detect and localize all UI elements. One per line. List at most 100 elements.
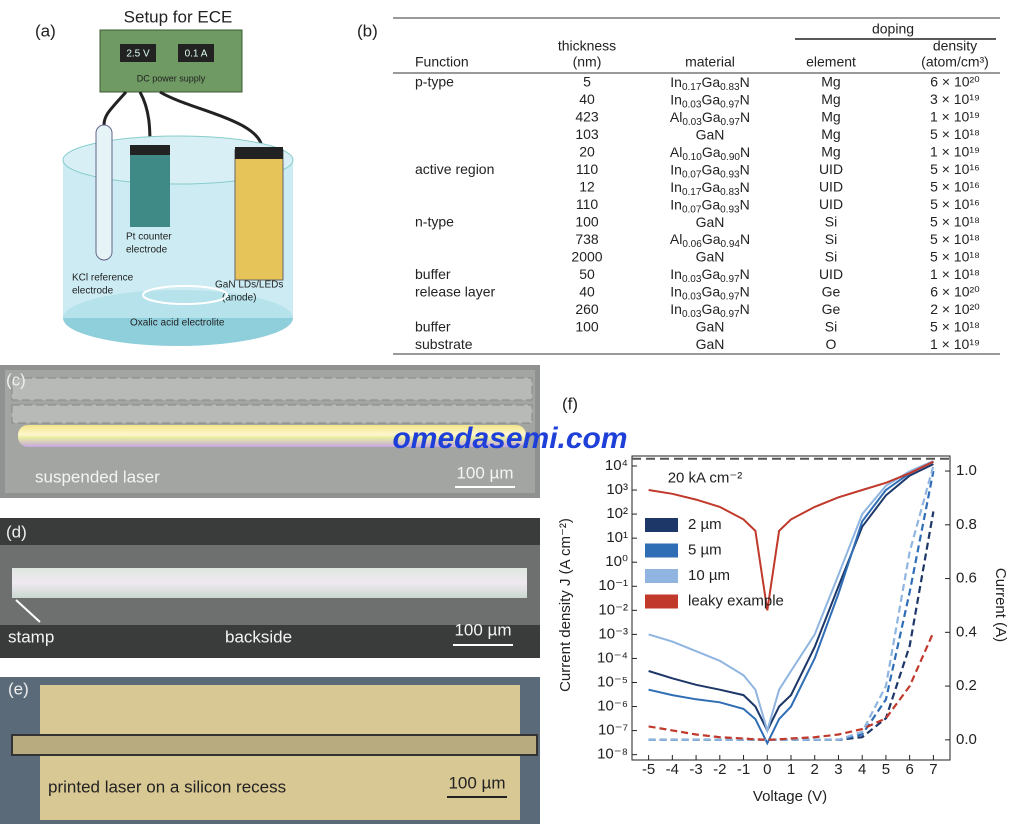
counter-line: Pt counter [126, 232, 172, 243]
material: In0.03Ga0.97N [670, 301, 749, 320]
panel-label: (b) [357, 21, 378, 40]
panel-c: (c) suspended laser 100 µm [0, 365, 540, 498]
panel-a: (a) Setup for ECE 2.5 V 0.1 A DC power s… [35, 7, 294, 346]
material: In0.07Ga0.93N [670, 196, 749, 215]
material: GaN [696, 213, 725, 229]
material: In0.03Ga0.97N [670, 283, 749, 302]
plot-frame [631, 455, 951, 761]
legend-label: leaky example [688, 592, 784, 609]
density-line [648, 463, 934, 733]
x-axis-label: Voltage (V) [753, 788, 827, 805]
arrow [15, 599, 41, 623]
y-tick-label: 10⁻³ [598, 625, 628, 642]
voltage: 2.5 V [126, 49, 150, 60]
cell: 12 [579, 179, 595, 195]
material: In0.17Ga0.83N [670, 179, 749, 198]
display [178, 44, 214, 62]
material: GaN [696, 248, 725, 264]
panel-f: (f) Voltage (V) Current density J (A cm⁻… [557, 394, 1009, 804]
anode-line: GaN LDs/LEDs [215, 280, 283, 291]
cell: 6 × 10²⁰ [930, 283, 980, 299]
cell: 100 [575, 318, 599, 334]
caption: printed laser on a silicon recess [48, 777, 286, 796]
y-tick-label: 10⁻² [598, 601, 628, 618]
material: GaN [696, 126, 725, 142]
cell: UID [819, 161, 843, 177]
cell: 110 [576, 161, 599, 177]
legend-label: 10 µm [688, 567, 730, 584]
laser [12, 568, 527, 598]
density-line [648, 460, 934, 611]
material: In0.03Ga0.97N [670, 91, 749, 110]
x-tick-label: 3 [834, 761, 842, 778]
cell: 40 [579, 91, 595, 107]
current-line [648, 631, 935, 741]
laser [11, 734, 538, 756]
x-tick-label: 1 [787, 761, 795, 778]
y-tick-label: 10⁰ [605, 553, 628, 570]
y-axis-label: Current density J (A cm⁻²) [557, 518, 574, 692]
cell: active region [415, 161, 494, 177]
legend-swatch [645, 543, 678, 558]
column-header: Function [415, 54, 469, 70]
column-header: (atom/cm³) [921, 54, 989, 70]
cell: 260 [575, 301, 599, 317]
cell: 6 × 10²⁰ [930, 74, 980, 90]
panel-label: (c) [6, 370, 26, 389]
cell: n-type [415, 213, 454, 229]
y2-tick-label: 0.4 [956, 623, 977, 640]
material: GaN [696, 318, 725, 334]
cell: Ge [822, 283, 841, 299]
cell: Si [825, 213, 837, 229]
cell: 738 [575, 231, 599, 247]
cell: 100 [575, 213, 599, 229]
panel-d: (d) stamp backside 100 µm [0, 518, 540, 658]
cell: buffer [415, 266, 451, 282]
material: In0.17Ga0.83N [670, 74, 749, 93]
cell: 20 [579, 144, 595, 160]
legend-label: 5 µm [688, 541, 722, 558]
scale-label: 100 µm [448, 773, 505, 792]
cell: buffer [415, 318, 451, 334]
x-tick-label: 6 [905, 761, 913, 778]
cell: 423 [575, 109, 599, 125]
material: In0.03Ga0.97N [670, 266, 749, 285]
density-line [648, 460, 934, 735]
scale-label: 100 µm [456, 463, 513, 482]
cell: 3 × 10¹⁹ [930, 91, 980, 107]
current-line [648, 465, 935, 741]
column-header: element [806, 54, 856, 70]
reference-line: electrode [72, 286, 114, 297]
group-header: doping [872, 21, 914, 37]
cell: 5 × 10¹⁸ [930, 231, 980, 247]
cell: Mg [821, 74, 840, 90]
cell: 5 [583, 74, 591, 90]
y2-tick-label: 0.0 [956, 731, 977, 748]
cell: substrate [415, 336, 473, 352]
pt-electrode [130, 145, 170, 227]
x-tick-label: -5 [642, 761, 655, 778]
x-tick-label: 4 [858, 761, 866, 778]
cell: Mg [821, 91, 840, 107]
cell: 1 × 10¹⁹ [930, 144, 980, 160]
y-tick-label: 10⁻⁵ [597, 673, 628, 690]
material: Al0.06Ga0.94N [670, 231, 750, 250]
y2-tick-label: 0.6 [956, 570, 977, 587]
y-tick-label: 10² [606, 505, 628, 522]
laser [18, 425, 526, 447]
reference-line: KCl reference [72, 273, 134, 284]
supply-label: DC power supply [137, 73, 206, 83]
x-tick-label: 7 [929, 761, 937, 778]
density-line [648, 460, 934, 746]
panel-b: (b) doping Function thickness(nm) material… [357, 17, 1000, 355]
x-tick-label: 2 [811, 761, 819, 778]
legend-swatch [645, 594, 678, 609]
cell: 2 × 10²⁰ [930, 301, 980, 317]
clip [235, 147, 283, 159]
cell: 1 × 10¹⁹ [930, 336, 980, 352]
reference-label: 20 kA cm⁻² [668, 470, 743, 487]
pads [11, 404, 533, 424]
clip [130, 145, 170, 155]
electrolyte: Oxalic acid electrolite [130, 318, 225, 329]
